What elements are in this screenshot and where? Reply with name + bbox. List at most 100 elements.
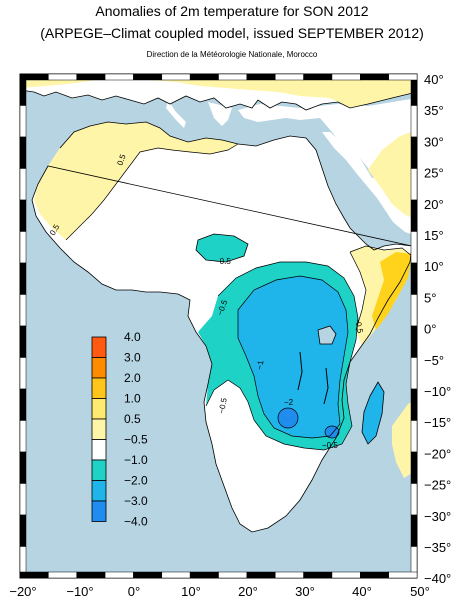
latitude-label: 40° [424,72,444,87]
frame-tick [161,73,191,81]
legend-label: 4.0 [124,330,141,344]
red-sea [318,134,388,234]
frame-tick [76,73,106,81]
contour-label: −0.5 [215,257,231,266]
frame-tick [388,571,418,579]
frame-tick [189,73,219,81]
contour-label: −1 [255,359,266,370]
frame-tick [19,168,27,201]
contour-line-warm-north [65,143,239,241]
frame-tick [410,294,418,327]
frame-tick [410,514,418,547]
latitude-label: −25° [424,478,451,493]
frame-tick [303,73,333,81]
legend-swatch [91,418,107,440]
latitude-labels: 40° 35° 30° 25° 20° 15° 10° 5° 0° −5° −10° −15° −20°… [424,72,451,586]
frame-tick [104,571,134,579]
cold-area-mid [238,276,348,438]
legend-swatch [91,377,107,399]
legend-swatch [91,480,107,502]
madagascar [361,381,385,445]
frame-tick [19,357,27,390]
africa-coastline [31,121,413,533]
legend-label: 1.0 [124,392,141,406]
map-subtitle: (ARPEGE–Climat coupled model, issued SEP… [40,25,424,41]
frame-tick [189,571,219,579]
longitude-label: −10° [66,584,93,599]
legend-label: −2.0 [124,474,148,488]
legend-swatch [91,336,107,358]
legend-swatch [91,500,107,522]
latitude-label: 30° [424,134,444,149]
frame-tick [410,136,418,169]
frame-ticks [19,73,418,579]
europe-coastline [20,89,417,111]
warm-area-europe [20,74,417,108]
frame-tick [19,388,27,421]
latitude-label: −5° [424,353,444,368]
frame-tick [410,262,418,295]
longitude-label: −20° [9,584,36,599]
frame-tick [274,571,304,579]
frame-tick [410,357,418,390]
frame-tick [410,199,418,232]
cold-area-sahel [195,233,249,263]
legend-label: 0.5 [124,412,141,426]
contour-label: −0.5 [322,441,338,450]
map-credit: Direction de la Météorologie Nationale, … [146,50,318,59]
frame-tick [246,571,276,579]
frame-tick [19,325,27,358]
latitude-label: 0° [424,322,436,337]
frame-tick [133,73,163,81]
frame-tick [19,73,49,81]
legend-label: −0.5 [124,433,148,447]
frame-tick [19,136,27,169]
frame-tick [133,571,163,579]
frame-tick [360,571,389,579]
latitude-label: −10° [424,384,451,399]
legend-label: −1.0 [124,453,148,467]
frame-tick [19,231,27,264]
contour-label: −0.5 [353,317,365,335]
frame-tick [410,388,418,421]
frame-tick [76,571,106,579]
frame-tick [303,571,333,579]
frame-tick [104,73,134,81]
frame-tick [360,73,389,81]
frame-tick [19,199,27,232]
contour-line-horn [349,245,413,331]
lake-tanganyika [297,351,303,391]
color-legend: 4.0 3.0 2.0 1.0 0.5 −0.5 −1.0 −2.0 −3.0 −4.0 [91,330,148,529]
frame-tick [410,451,418,484]
contour-label: 0.5 [115,153,127,167]
frame-tick [410,231,418,264]
latitude-label: −30° [424,509,451,524]
latitude-label: 20° [424,197,444,212]
longitude-label: 10° [181,584,201,599]
frame-tick [274,73,304,81]
latitude-label: 25° [424,166,444,181]
frame-tick [410,168,418,201]
lake-victoria [317,325,337,345]
latitude-label: 35° [424,103,444,118]
legend-label: −3.0 [124,494,148,508]
warm-area-arabia [368,130,417,220]
legend-label: −4.0 [124,515,148,529]
frame-tick [161,571,191,579]
frame-tick [19,420,27,453]
contour-line-cold-outer [205,261,359,451]
frame-tick [19,105,27,138]
legend-swatch [91,398,107,420]
frame-tick [410,325,418,358]
frame-tick [19,514,27,547]
lake-malawi [323,367,329,405]
frame-tick [410,105,418,138]
frame-tick [331,73,361,81]
legend-swatch [91,357,107,379]
frame-tick [331,571,361,579]
latitude-label: −15° [424,415,451,430]
frame-tick [218,73,248,81]
longitude-labels: −20° −10° 0° 10° 20° 30° 40° 50° [9,584,429,599]
longitude-label: 30° [295,584,315,599]
